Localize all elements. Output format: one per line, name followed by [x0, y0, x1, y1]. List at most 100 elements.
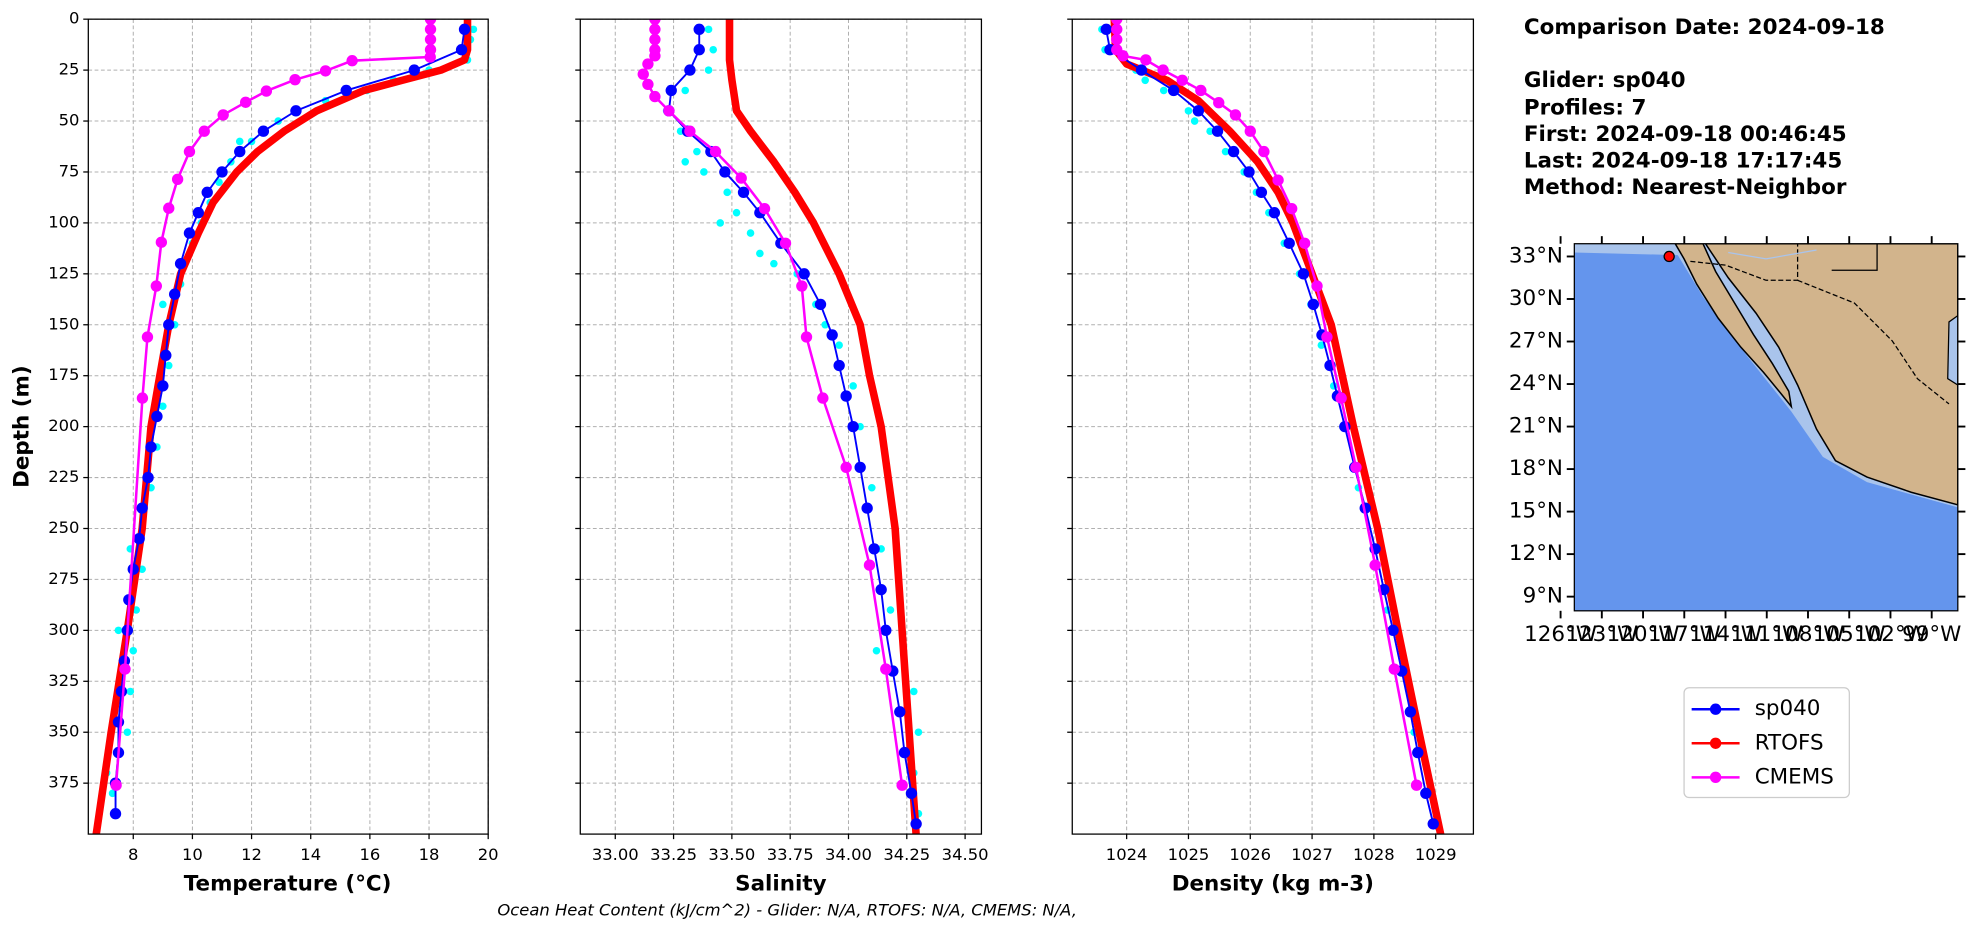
profile-marker [151, 410, 163, 423]
profile-point [114, 626, 123, 635]
x-tick-label: 8 [128, 845, 138, 864]
profile-point [159, 300, 167, 309]
profile-marker [183, 227, 196, 239]
profile-marker [1167, 84, 1180, 97]
profile-marker [1283, 237, 1295, 249]
profile-marker [798, 268, 810, 280]
y-tick-label: 375 [48, 773, 79, 792]
profile-point [756, 249, 764, 258]
profile-marker [1321, 331, 1333, 343]
profile-marker [854, 461, 866, 474]
x-axis-label: Salinity [735, 872, 826, 897]
y-tick-label: 50 [59, 111, 80, 130]
info-text: Glider: sp040 [1524, 68, 1686, 93]
profile-marker [649, 33, 661, 46]
profile-marker [136, 502, 148, 514]
profile-marker [649, 23, 661, 36]
profile-marker [642, 78, 654, 91]
profile-marker [168, 288, 181, 300]
profile-marker [424, 33, 437, 46]
profile-marker [896, 779, 908, 791]
profile-point [704, 66, 713, 74]
plot-area [637, 19, 923, 835]
y-tick-label: 125 [48, 263, 79, 282]
profile-marker [1111, 19, 1123, 25]
profile-marker [665, 84, 677, 97]
legend-label: CMEMS [1755, 764, 1834, 789]
profile-marker [1427, 818, 1439, 830]
profile-marker [174, 257, 187, 270]
y-tick-label: 100 [48, 212, 79, 231]
profile-marker [642, 58, 654, 70]
profile-marker [1272, 174, 1284, 186]
profile-marker [1227, 145, 1240, 158]
profile-marker [133, 533, 145, 545]
footer-note: Ocean Heat Content (kJ/cm^2) - Glider: N… [497, 901, 1077, 920]
profile-marker [1176, 74, 1188, 86]
legend-marker [1709, 703, 1722, 715]
legend-label: RTOFS [1755, 730, 1824, 755]
profile-marker [663, 105, 675, 117]
profile-point [159, 402, 167, 411]
profile-marker [340, 84, 352, 97]
map [1574, 243, 1958, 611]
profile-marker [894, 706, 906, 718]
profile-point [732, 208, 741, 217]
profile-marker [649, 90, 661, 103]
x-tick-label: 34.50 [942, 845, 989, 864]
profile-marker [1140, 54, 1152, 66]
x-tick-label: 33.25 [650, 845, 697, 864]
profile-line [1115, 19, 1418, 787]
profile-marker [290, 105, 302, 117]
profile-point [1184, 107, 1193, 115]
profile-point [1206, 127, 1214, 136]
axes-frame [87, 18, 489, 835]
x-tick-label: 1028 [1353, 845, 1395, 864]
y-tick-label: 33°N [1509, 243, 1563, 268]
profile-marker [1111, 33, 1123, 46]
x-tick-label: 1026 [1229, 845, 1271, 864]
profile-marker [1100, 23, 1112, 36]
profile-marker [1213, 97, 1225, 109]
x-tick-label: 108°W [1772, 622, 1845, 647]
profile-marker [150, 280, 163, 292]
profile-point [1221, 147, 1230, 156]
x-tick-label: 99°W [1902, 622, 1961, 647]
profile-marker [141, 331, 154, 343]
x-tick-label: 1029 [1415, 845, 1457, 864]
x-tick-label: 105°W [1813, 622, 1886, 647]
profile-marker [840, 390, 852, 402]
profile-marker [1192, 105, 1205, 117]
profile-line [114, 19, 432, 787]
profile-marker [1412, 746, 1424, 759]
y-tick-label: 21°N [1509, 414, 1563, 439]
y-tick-label: 300 [48, 620, 79, 639]
border [1829, 243, 1878, 271]
axes-frame [1071, 18, 1475, 835]
x-axis-label: Temperature (°C) [184, 872, 392, 897]
profile-marker [1286, 202, 1298, 215]
river [1728, 249, 1817, 260]
profile-marker [758, 202, 771, 215]
profile-marker [649, 50, 661, 62]
plot-area [92, 19, 478, 835]
info-text: Method: Nearest-Neighbor [1524, 175, 1847, 200]
profile-marker [684, 125, 696, 137]
y-tick-label: 27°N [1509, 329, 1563, 354]
plot-area [1098, 19, 1445, 835]
profile-marker [424, 23, 437, 36]
y-tick-label: 12°N [1509, 541, 1563, 566]
profile-marker [1255, 186, 1268, 199]
profile-marker [1244, 125, 1256, 137]
profile-marker [693, 23, 705, 36]
profile-marker [163, 202, 175, 214]
y-tick-label: 24°N [1509, 371, 1563, 396]
profile-marker [847, 420, 859, 433]
profile-marker [833, 359, 845, 372]
profile-marker [875, 583, 887, 596]
border [1797, 279, 1950, 405]
y-tick-label: 30°N [1509, 286, 1563, 311]
y-tick-label: 350 [48, 722, 79, 741]
y-tick-label: 75 [59, 161, 80, 180]
legend-marker [1709, 771, 1722, 784]
